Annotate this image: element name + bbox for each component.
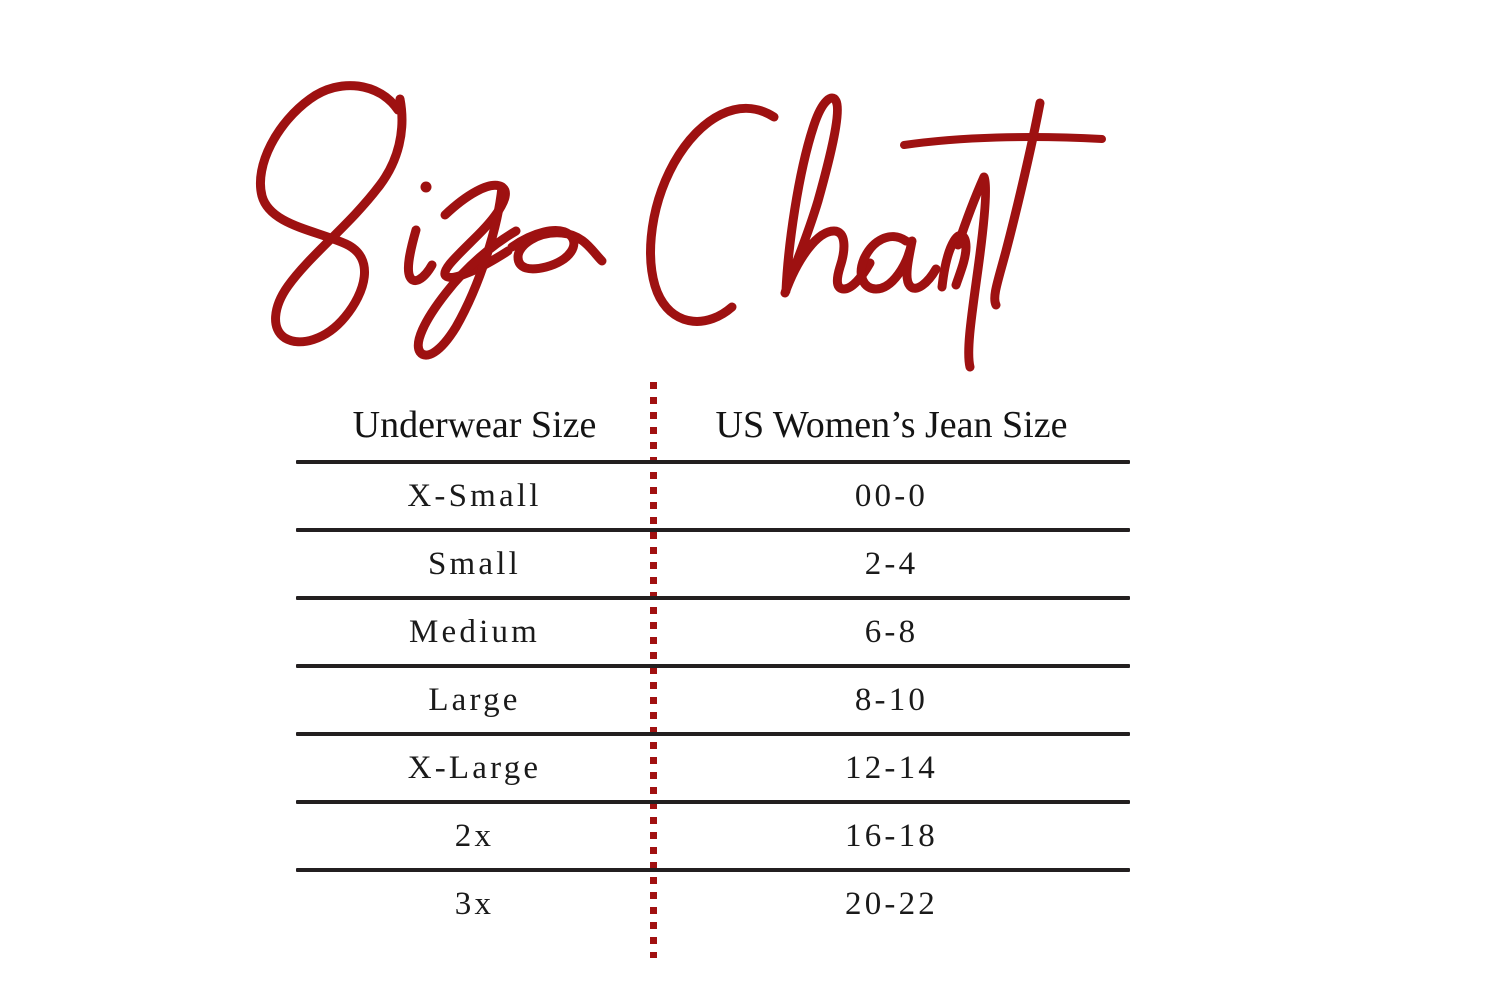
table-row: 2x 16-18 <box>296 804 1130 868</box>
page-title: Size Chart <box>240 55 1160 375</box>
cell-value: 6-8 <box>864 613 919 650</box>
cell-jean-size: 00-0 <box>653 477 1130 514</box>
cell-value: 3x <box>454 885 495 922</box>
table-rule <box>296 460 1130 464</box>
cell-underwear-size: Medium <box>296 613 653 650</box>
cell-value: Small <box>427 545 521 582</box>
table-rule <box>296 800 1130 804</box>
cell-jean-size: 20-22 <box>653 885 1130 922</box>
table-row: Small 2-4 <box>296 532 1130 596</box>
cell-value: 2-4 <box>864 545 919 582</box>
cell-jean-size: 16-18 <box>653 817 1130 854</box>
cell-value: 8-10 <box>854 681 929 718</box>
table-rule <box>296 664 1130 668</box>
table-row: 3x 20-22 <box>296 872 1130 936</box>
cell-underwear-size: X-Large <box>296 749 653 786</box>
cell-value: X-Large <box>407 749 542 786</box>
size-chart-script-lettering <box>256 81 1106 372</box>
cell-underwear-size: X-Small <box>296 477 653 514</box>
table-header-cell-underwear-size: Underwear Size <box>296 406 653 444</box>
table-row: Medium 6-8 <box>296 600 1130 664</box>
cell-underwear-size: 3x <box>296 885 653 922</box>
table-rule <box>296 732 1130 736</box>
table-rule <box>296 528 1130 532</box>
cell-jean-size: 12-14 <box>653 749 1130 786</box>
cell-value: 2x <box>454 817 495 854</box>
vertical-dotted-divider <box>650 382 657 958</box>
table-row: Large 8-10 <box>296 668 1130 732</box>
cell-jean-size: 6-8 <box>653 613 1130 650</box>
cell-underwear-size: 2x <box>296 817 653 854</box>
table-rule <box>296 868 1130 872</box>
column-header-label: Underwear Size <box>352 404 597 446</box>
cell-underwear-size: Large <box>296 681 653 718</box>
cell-value: Large <box>428 681 521 718</box>
table-header-cell-jean-size: US Women’s Jean Size <box>653 406 1130 444</box>
cell-value: 12-14 <box>845 749 938 786</box>
cell-value: 16-18 <box>845 817 938 854</box>
cell-value: Medium <box>408 613 541 650</box>
cell-value: 20-22 <box>845 885 938 922</box>
cell-value: 00-0 <box>854 477 929 514</box>
table-row: X-Small 00-0 <box>296 464 1130 528</box>
cell-underwear-size: Small <box>296 545 653 582</box>
table-rule <box>296 596 1130 600</box>
cell-jean-size: 2-4 <box>653 545 1130 582</box>
table-row: X-Large 12-14 <box>296 736 1130 800</box>
cell-jean-size: 8-10 <box>653 681 1130 718</box>
size-chart-table: Underwear Size US Women’s Jean Size X-Sm… <box>296 390 1130 936</box>
column-header-label: US Women’s Jean Size <box>715 404 1068 446</box>
cell-value: X-Small <box>407 477 542 514</box>
table-header-row: Underwear Size US Women’s Jean Size <box>296 390 1130 460</box>
